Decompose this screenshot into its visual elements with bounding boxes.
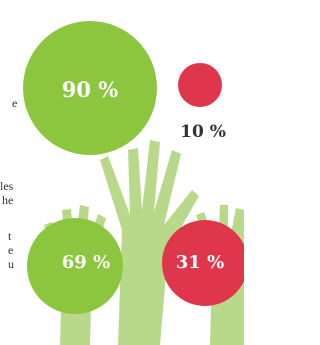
text-fragment: e bbox=[8, 243, 13, 257]
text-fragment: t bbox=[8, 229, 12, 243]
infographic: 90 % 10 % 69 % 31 % e les he t e u bbox=[0, 0, 244, 345]
bubble-label: 69 % bbox=[62, 252, 110, 273]
page: 90 % 10 % 69 % 31 % e les he t e u (() =… bbox=[0, 0, 320, 345]
bubble-label: 10 % bbox=[180, 122, 226, 142]
bubble-label: 31 % bbox=[176, 252, 224, 273]
bubble-10 bbox=[178, 63, 222, 107]
text-fragment: u bbox=[8, 257, 14, 271]
text-fragment: e bbox=[12, 96, 17, 110]
bubble-label: 90 % bbox=[62, 77, 119, 102]
text-fragment: les bbox=[0, 179, 14, 193]
text-fragment: he bbox=[2, 193, 13, 207]
